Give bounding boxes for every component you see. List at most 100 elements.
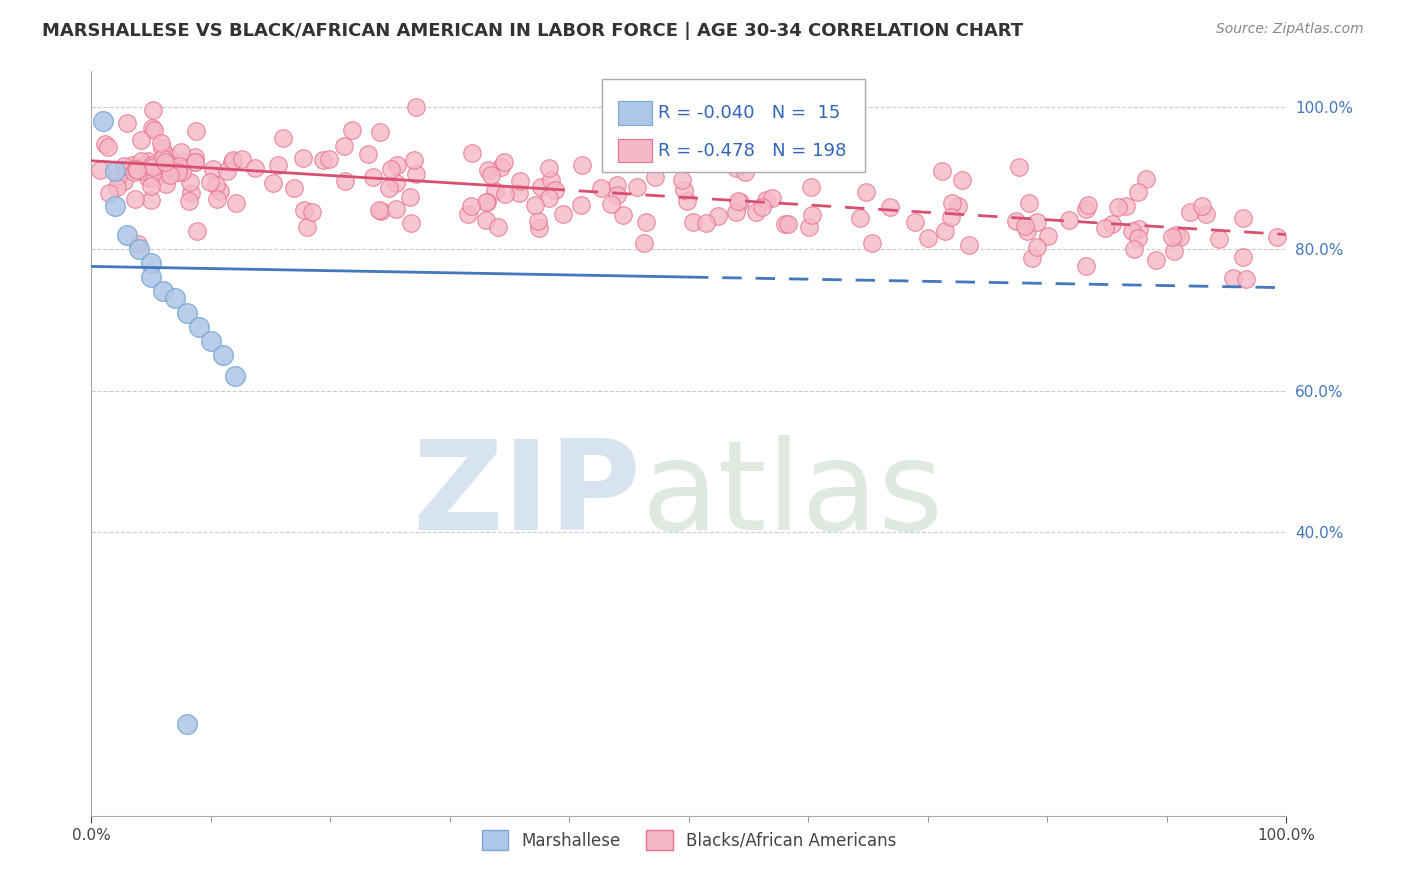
Point [941,195,963,210]
Point [761,191,783,205]
Point [121,158,143,172]
Point [176,305,198,319]
Point [725,204,748,219]
Point [184,124,207,138]
Point [128,242,150,256]
Point [1121,224,1143,238]
Point [1107,200,1129,214]
Point [634,214,657,228]
Point [957,238,980,252]
Point [1180,204,1202,219]
Point [671,173,693,187]
Point [370,204,392,219]
Point [301,205,323,219]
Point [222,153,245,168]
Point [312,153,335,168]
Point [156,167,179,181]
Point [180,186,202,200]
Point [1077,198,1099,212]
Point [186,224,208,238]
Point [644,170,666,185]
Point [377,181,399,195]
Point [142,103,165,117]
Point [1018,195,1040,210]
Point [489,161,512,175]
Point [591,181,613,195]
Point [225,195,247,210]
Point [187,319,211,334]
Point [183,150,205,164]
Point [142,172,165,186]
Point [939,211,962,225]
Text: ZIP: ZIP [412,435,641,557]
Point [460,199,482,213]
Point [1025,240,1047,254]
Point [143,123,166,137]
Point [125,161,148,176]
Point [124,192,146,206]
Point [141,178,163,193]
Point [172,155,194,169]
Point [184,155,207,169]
Point [153,155,176,169]
Point [104,163,127,178]
Point [356,147,378,161]
Point [606,178,628,193]
Point [607,155,630,169]
Point [1005,214,1028,228]
Point [104,199,127,213]
Point [112,159,135,173]
Point [1232,250,1254,264]
Point [295,220,318,235]
Point [117,116,139,130]
FancyBboxPatch shape [619,138,652,162]
Point [672,183,695,197]
Point [537,191,560,205]
Point [170,165,193,179]
Text: R = -0.478   N = 198: R = -0.478 N = 198 [658,142,846,160]
Point [211,348,233,362]
Point [215,164,238,178]
Point [141,158,163,172]
Point [773,217,796,231]
Point [221,154,243,169]
Point [1163,244,1185,258]
Point [97,186,120,200]
Point [129,133,152,147]
Point [205,192,228,206]
Point [89,163,111,178]
Point [800,179,823,194]
Point [380,161,402,176]
Legend: Marshallese, Blacks/African Americans: Marshallese, Blacks/African Americans [475,823,903,856]
Point [132,163,155,178]
Point [198,175,221,189]
Point [801,208,824,222]
Point [384,202,406,216]
Point [267,158,290,172]
Point [1168,229,1191,244]
Point [97,140,120,154]
Point [695,216,717,230]
Point [335,174,357,188]
Point [1195,207,1218,221]
Point [682,215,704,229]
Text: atlas: atlas [641,435,943,557]
Point [1015,224,1038,238]
Point [115,227,138,242]
Point [1222,271,1244,285]
Point [149,136,172,150]
Point [727,194,749,209]
Point [1126,185,1149,199]
Point [527,221,550,235]
Point [1144,252,1167,267]
Point [1208,232,1230,246]
Point [208,185,231,199]
Point [163,291,186,305]
Point [398,190,420,204]
Point [1036,229,1059,244]
Point [405,167,427,181]
Point [105,179,128,194]
Point [1057,212,1080,227]
Point [159,168,181,182]
Point [127,236,149,251]
